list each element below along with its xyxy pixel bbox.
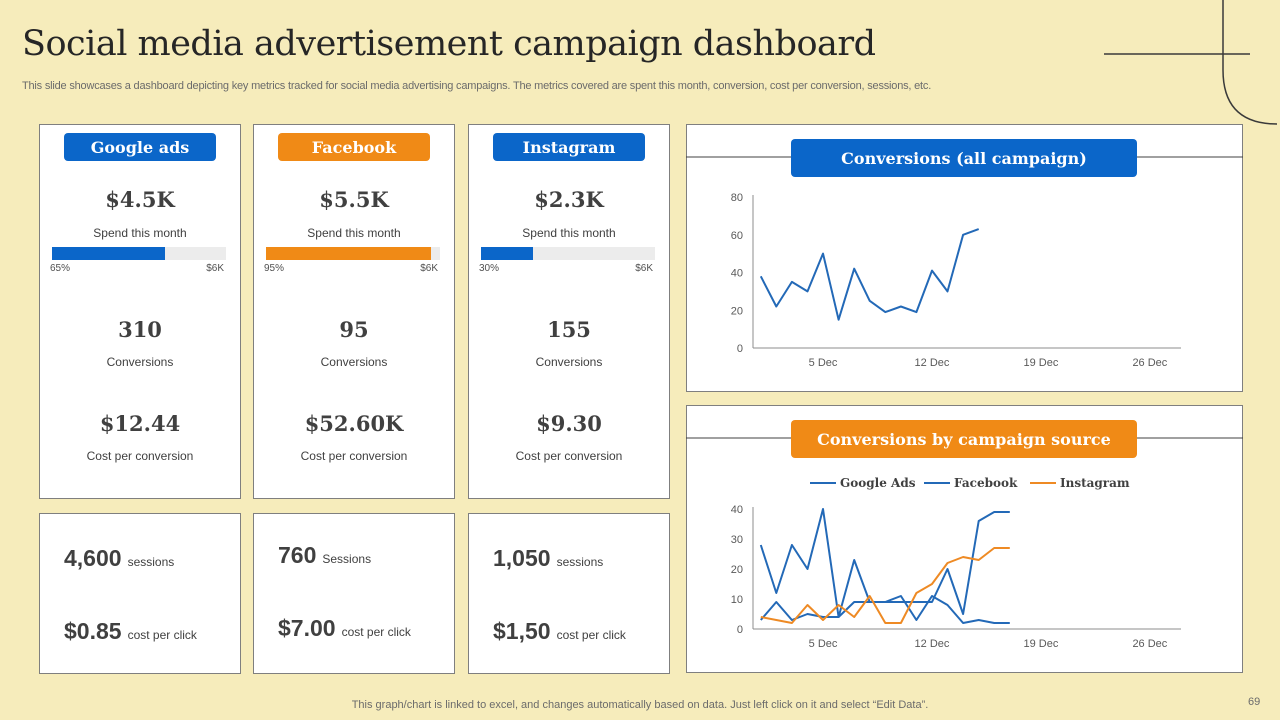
series-line-google-ads[interactable] xyxy=(759,508,1010,624)
instagram-progress-max: $6K xyxy=(635,263,653,274)
y-tick-label: 10 xyxy=(731,594,743,606)
conversions-all-chart[interactable]: 0 20 40 60 80 5 Dec 12 Dec 19 Dec 26 Dec xyxy=(686,124,1243,392)
facebook-progress-percent: 95% xyxy=(264,263,285,274)
instagram-platform-label: Instagram xyxy=(493,133,645,161)
google-ads-cost-per-click-label: cost per click xyxy=(127,628,197,642)
conversions-all-chart-card: 0 20 40 60 80 5 Dec 12 Dec 19 Dec 26 Dec Convers… xyxy=(686,124,1243,392)
y-tick-label: 40 xyxy=(731,504,743,516)
google-ads-sessions-value: 4,600 xyxy=(64,545,122,571)
page-title: Social media advertisement campaign dash… xyxy=(22,24,876,64)
instagram-sessions-label: sessions xyxy=(556,555,604,569)
y-tick-label: 30 xyxy=(731,534,743,546)
instagram-cost-per-conversion-value: $9.30 xyxy=(536,411,602,436)
google-ads-sessions-label: sessions xyxy=(127,555,175,569)
google-ads-spend-label: Spend this month xyxy=(93,226,187,240)
facebook-spend-value: $5.5K xyxy=(319,187,389,212)
google-ads-cost-per-conversion-label: Cost per conversion xyxy=(86,449,194,463)
facebook-conversions-value: 95 xyxy=(339,317,369,342)
y-tick-label: 40 xyxy=(731,268,743,280)
instagram-spend-label: Spend this month xyxy=(522,226,616,240)
google-ads-cost-per-click-value: $0.85 xyxy=(64,618,122,644)
legend-item-google-ads[interactable]: Google Ads xyxy=(810,476,916,490)
x-tick-label: 19 Dec xyxy=(1023,638,1058,650)
instagram-conversions-label: Conversions xyxy=(535,355,603,369)
instagram-cost-per-click-label: cost per click xyxy=(556,628,626,642)
x-tick-label: 5 Dec xyxy=(809,357,838,369)
footer-note: This graph/chart is linked to excel, and… xyxy=(351,699,929,711)
y-tick-label: 20 xyxy=(731,564,743,576)
facebook-sessions-card: 760 Sessions $7.00 cost per click xyxy=(253,513,455,674)
conversions-all-chart-title: Conversions (all campaign) xyxy=(791,139,1137,177)
facebook-cost-per-conversion-label: Cost per conversion xyxy=(300,449,408,463)
legend-label: Instagram xyxy=(1060,476,1130,490)
series-line-all-campaigns[interactable] xyxy=(759,228,980,321)
google-ads-spend-progress-fill xyxy=(52,247,166,260)
y-tick-label: 60 xyxy=(731,230,743,242)
y-tick-label: 80 xyxy=(731,192,743,204)
x-tick-label: 26 Dec xyxy=(1132,357,1167,369)
google-ads-conversions-value: 310 xyxy=(118,317,162,342)
facebook-sessions-label: Sessions xyxy=(322,552,372,566)
legend-item-facebook[interactable]: Facebook xyxy=(924,476,1018,490)
page-number: 69 xyxy=(1248,696,1261,708)
legend-item-instagram[interactable]: Instagram xyxy=(1030,476,1130,490)
x-tick-label: 5 Dec xyxy=(809,638,838,650)
google-ads-card: Google ads $4.5K Spend this month 65% $6… xyxy=(39,124,241,499)
facebook-sessions-value: 760 xyxy=(278,542,317,568)
google-ads-spend-value: $4.5K xyxy=(105,187,175,212)
series-line-facebook[interactable] xyxy=(760,511,1010,621)
instagram-spend-progress-fill xyxy=(481,247,534,260)
facebook-cost-per-click-row: $7.00 cost per click xyxy=(278,615,411,642)
google-ads-cost-per-conversion-value: $12.44 xyxy=(99,411,181,436)
y-tick-label: 20 xyxy=(731,305,743,317)
instagram-cost-per-click-row: $1,50 cost per click xyxy=(493,618,626,645)
facebook-progress-max: $6K xyxy=(420,263,438,274)
instagram-spend-progress-bar xyxy=(481,247,655,260)
google-ads-platform-label: Google ads xyxy=(64,133,216,161)
conversions-by-source-chart-title: Conversions by campaign source xyxy=(791,420,1137,458)
google-ads-sessions-card: 4,600 sessions $0.85 cost per click xyxy=(39,513,241,674)
instagram-progress-percent: 30% xyxy=(479,263,500,274)
google-ads-conversions-label: Conversions xyxy=(106,355,174,369)
facebook-cost-per-conversion-value: $52.60K xyxy=(304,411,404,436)
google-ads-progress-max: $6K xyxy=(206,263,224,274)
legend-label: Facebook xyxy=(954,476,1018,490)
decorative-corner-lines xyxy=(1104,0,1278,125)
google-ads-progress-percent: 65% xyxy=(50,263,71,274)
facebook-cost-per-click-label: cost per click xyxy=(341,625,411,639)
series-line-instagram[interactable] xyxy=(760,547,1010,624)
legend-label: Google Ads xyxy=(840,476,916,490)
page-subtitle: This slide showcases a dashboard depicti… xyxy=(22,80,932,92)
facebook-spend-label: Spend this month xyxy=(307,226,401,240)
conversions-by-source-chart-card: 0 10 20 30 40 5 Dec 12 Dec 19 Dec 26 Dec Google A… xyxy=(686,405,1243,673)
x-tick-label: 12 Dec xyxy=(915,638,950,650)
facebook-platform-label: Facebook xyxy=(278,133,430,161)
x-tick-label: 12 Dec xyxy=(915,357,950,369)
instagram-sessions-row: 1,050 sessions xyxy=(493,545,603,572)
instagram-card: Instagram $2.3K Spend this month 30% $6K… xyxy=(468,124,670,499)
x-tick-label: 19 Dec xyxy=(1023,357,1058,369)
instagram-spend-value: $2.3K xyxy=(534,187,604,212)
instagram-cost-per-click-value: $1,50 xyxy=(493,618,551,644)
facebook-conversions-label: Conversions xyxy=(320,355,388,369)
google-ads-cost-per-click-row: $0.85 cost per click xyxy=(64,618,197,645)
facebook-sessions-row: 760 Sessions xyxy=(278,542,371,569)
instagram-sessions-value: 1,050 xyxy=(493,545,551,571)
instagram-conversions-value: 155 xyxy=(547,317,591,342)
y-tick-label: 0 xyxy=(737,343,743,355)
facebook-card: Facebook $5.5K Spend this month 95% $6K … xyxy=(253,124,455,499)
x-tick-label: 26 Dec xyxy=(1132,638,1167,650)
instagram-sessions-card: 1,050 sessions $1,50 cost per click xyxy=(468,513,670,674)
y-tick-label: 0 xyxy=(737,624,743,636)
facebook-spend-progress-fill xyxy=(266,247,432,260)
facebook-spend-progress-bar xyxy=(266,247,440,260)
instagram-cost-per-conversion-label: Cost per conversion xyxy=(515,449,623,463)
google-ads-spend-progress-bar xyxy=(52,247,226,260)
google-ads-sessions-row: 4,600 sessions xyxy=(64,545,174,572)
facebook-cost-per-click-value: $7.00 xyxy=(278,615,336,641)
conversions-by-source-chart[interactable]: 0 10 20 30 40 5 Dec 12 Dec 19 Dec 26 Dec Google A… xyxy=(686,405,1243,673)
